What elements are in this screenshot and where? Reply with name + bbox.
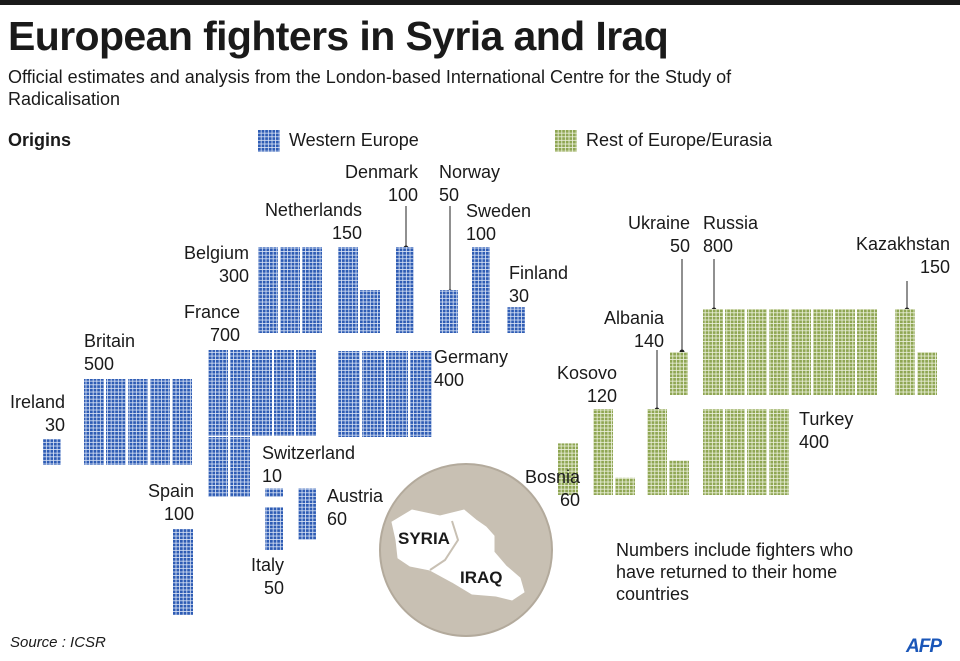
block-belgium <box>258 247 278 333</box>
block-russia <box>835 309 855 395</box>
label-belgium: Belgium 300 <box>183 243 249 286</box>
block-france <box>230 437 250 497</box>
waffle-blocks <box>43 247 937 615</box>
label-ukraine: Ukraine 50 <box>627 213 690 256</box>
block-france <box>230 350 250 436</box>
block-france <box>274 350 294 436</box>
block-britain <box>128 379 148 465</box>
block-switzerland <box>265 488 283 497</box>
block-france <box>252 350 272 436</box>
top-rule <box>0 0 960 5</box>
label-russia: Russia 800 <box>703 213 759 256</box>
block-italy <box>265 507 283 550</box>
label-bosnia: Bosnia 60 <box>524 467 580 510</box>
label-switzerland: Switzerland 10 <box>262 443 356 486</box>
block-turkey <box>703 409 723 495</box>
label-kazakhstan: Kazakhstan 150 <box>855 234 950 277</box>
legend-swatch-western <box>258 130 280 152</box>
block-russia <box>813 309 833 395</box>
block-albania <box>669 460 689 495</box>
block-finland <box>507 307 525 333</box>
label-sweden: Sweden 100 <box>466 201 532 244</box>
block-britain <box>106 379 126 465</box>
block-russia <box>769 309 789 395</box>
label-finland: Finland 30 <box>509 263 569 306</box>
label-spain: Spain 100 <box>147 481 194 524</box>
border-line <box>429 520 460 571</box>
block-denmark <box>396 247 414 333</box>
block-netherlands <box>338 247 358 333</box>
block-austria <box>298 488 316 540</box>
block-germany <box>362 351 384 437</box>
block-kazakhstan <box>895 309 915 395</box>
block-kosovo <box>593 409 613 495</box>
label-italy: Italy 50 <box>250 555 284 598</box>
label-turkey: Turkey 400 <box>799 409 854 452</box>
footnote: Numbers include fighters who have return… <box>616 540 854 604</box>
block-netherlands <box>360 290 380 333</box>
label-albania: Albania 140 <box>603 308 664 351</box>
label-kosovo: Kosovo 120 <box>556 363 617 406</box>
label-austria: Austria 60 <box>327 486 384 529</box>
block-britain <box>150 379 170 465</box>
map-label-iraq: IRAQ <box>460 568 503 587</box>
legend-label-rest: Rest of Europe/Eurasia <box>586 130 773 150</box>
block-belgium <box>302 247 322 333</box>
block-ireland <box>43 439 61 465</box>
afp-logo: AFP <box>906 636 942 657</box>
chart-title: European fighters in Syria and Iraq <box>8 13 669 59</box>
block-britain <box>84 379 104 465</box>
chart-subtitle: Official estimates and analysis from the… <box>8 67 732 109</box>
block-russia <box>791 309 811 395</box>
block-russia <box>725 309 745 395</box>
block-sweden <box>472 247 490 333</box>
block-france <box>208 350 228 436</box>
label-netherlands: Netherlands 150 <box>264 200 362 243</box>
block-ukraine <box>670 352 688 395</box>
block-spain <box>173 529 193 615</box>
block-russia <box>747 309 767 395</box>
syria-iraq-map <box>379 463 553 637</box>
block-albania <box>647 409 667 495</box>
block-france <box>296 350 316 436</box>
label-denmark: Denmark 100 <box>344 162 418 205</box>
block-kazakhstan <box>917 352 937 395</box>
label-france: France 700 <box>183 302 240 345</box>
map-label-syria: SYRIA <box>398 529 450 548</box>
block-kosovo <box>615 477 635 495</box>
block-turkey <box>725 409 745 495</box>
label-britain: Britain 500 <box>84 331 136 374</box>
source-credit: Source : ICSR <box>10 634 106 651</box>
block-britain <box>172 379 192 465</box>
legend-heading: Origins <box>8 130 72 150</box>
block-germany <box>386 351 408 437</box>
label-norway: Norway 50 <box>439 162 501 205</box>
block-germany <box>410 351 432 437</box>
block-norway <box>440 290 458 333</box>
map-land <box>391 509 525 601</box>
legend-label-western: Western Europe <box>289 130 419 150</box>
block-russia <box>857 309 877 395</box>
block-france <box>208 437 228 497</box>
block-bosnia <box>558 443 578 495</box>
block-turkey <box>747 409 767 495</box>
label-ireland: Ireland 30 <box>9 392 65 435</box>
label-germany: Germany 400 <box>434 347 509 390</box>
block-germany <box>338 351 360 437</box>
block-belgium <box>280 247 300 333</box>
legend-swatch-rest <box>555 130 577 152</box>
block-turkey <box>769 409 789 495</box>
block-russia <box>703 309 723 395</box>
